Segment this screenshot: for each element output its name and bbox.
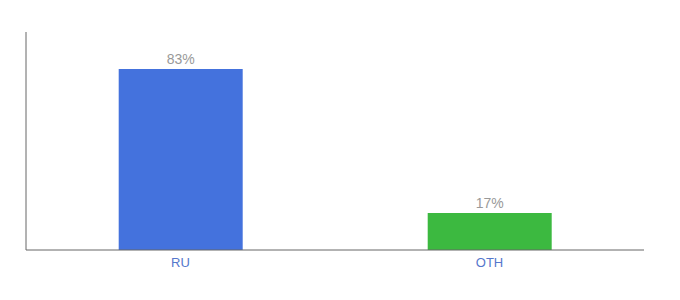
svg-text:RU: RU — [171, 255, 190, 270]
svg-text:OTH: OTH — [476, 255, 503, 270]
svg-text:83%: 83% — [167, 51, 195, 67]
svg-text:17%: 17% — [476, 195, 504, 211]
